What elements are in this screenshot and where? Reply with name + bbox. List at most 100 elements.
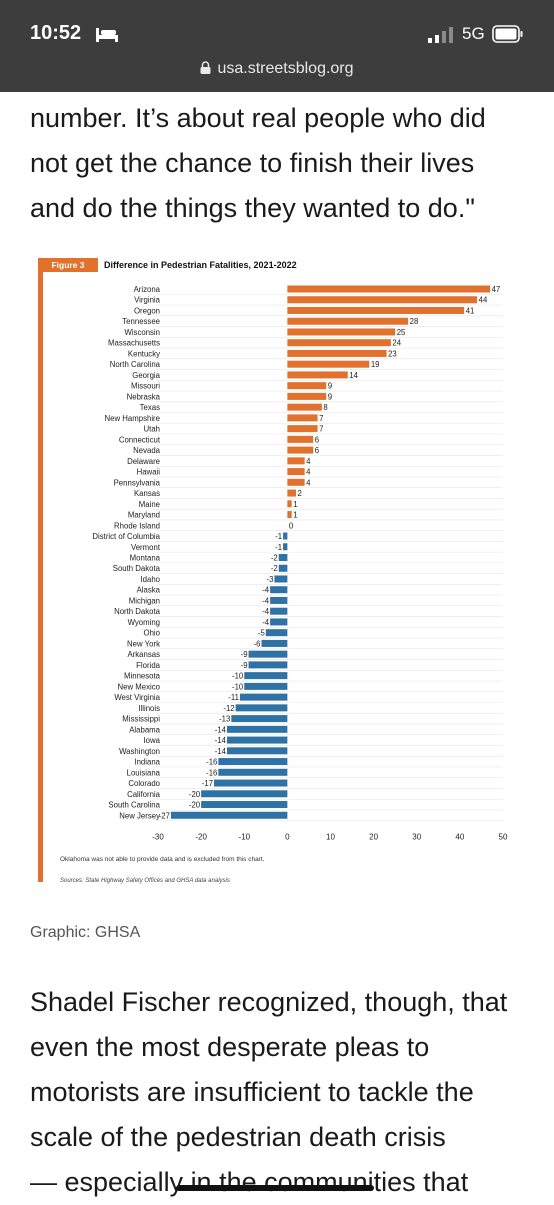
article-line: scale of the pedestrian death crisis [30, 1122, 446, 1152]
bar [248, 650, 288, 658]
category-label: Washington [119, 747, 160, 756]
data-label: 4 [306, 478, 311, 487]
category-label: Nebraska [127, 392, 161, 401]
category-label: Connecticut [119, 435, 161, 444]
bar [261, 639, 288, 647]
bar [278, 554, 288, 561]
data-label: -12 [223, 704, 234, 713]
bar [170, 811, 288, 819]
category-label: Colorado [128, 779, 160, 788]
category-label: Virginia [134, 296, 161, 305]
figure-badge: Figure 3 [38, 258, 98, 272]
data-label: 19 [371, 360, 380, 369]
bar [244, 682, 288, 690]
network-type: 5G [462, 24, 485, 43]
category-label: New Jersey [119, 811, 160, 820]
x-tick-label: 10 [326, 832, 335, 841]
category-label: California [127, 790, 161, 799]
data-label: -10 [232, 682, 244, 691]
data-label: -16 [206, 768, 217, 777]
bar [287, 425, 318, 433]
category-label: Kentucky [128, 349, 160, 358]
data-label: -2 [271, 564, 278, 573]
data-label: 44 [479, 296, 488, 305]
category-label: New York [127, 639, 160, 648]
bar [265, 629, 288, 637]
category-label: Illinois [138, 704, 160, 713]
data-label: 1 [293, 500, 297, 509]
data-label: -11 [228, 693, 239, 702]
data-label: 1 [293, 511, 297, 520]
data-label: -16 [206, 758, 217, 767]
x-tick-label: 40 [455, 832, 464, 841]
data-label: 9 [328, 382, 332, 391]
bar [283, 543, 288, 551]
data-label: -2 [271, 554, 278, 563]
data-label: 7 [319, 414, 323, 423]
article-line: Shadel Fischer recognized, though, that [30, 987, 508, 1017]
x-tick-label: 30 [412, 832, 421, 841]
category-label: Hawaii [137, 468, 161, 477]
data-label: 23 [388, 349, 397, 358]
data-label: 14 [349, 371, 358, 380]
bar [287, 392, 327, 400]
category-label: Texas [140, 403, 160, 412]
category-label: Missouri [131, 382, 160, 391]
bar [287, 457, 305, 465]
article-text-top: number. It’s about real people who did n… [30, 96, 530, 231]
data-label: -5 [258, 629, 266, 638]
data-label: -20 [189, 790, 201, 799]
bar [227, 725, 288, 733]
bar [218, 768, 288, 776]
category-label: Arkansas [127, 650, 160, 659]
category-label: Montana [130, 554, 161, 563]
bar [274, 575, 288, 583]
data-label: -4 [262, 607, 270, 616]
category-label: Kansas [134, 489, 160, 498]
figure-image[interactable]: Figure 3 Difference in Pedestrian Fatali… [28, 248, 526, 900]
data-label: 0 [289, 521, 294, 530]
article-line: not get the chance to finish their lives [30, 148, 475, 178]
data-label: -1 [275, 543, 282, 552]
bar [283, 532, 288, 540]
data-label: -4 [262, 586, 270, 595]
data-label: 2 [298, 489, 302, 498]
category-label: Alabama [129, 725, 160, 734]
category-label: Wyoming [128, 618, 160, 627]
bar [235, 704, 288, 712]
bar [278, 564, 288, 572]
data-label: -17 [202, 779, 213, 788]
bar [231, 715, 288, 723]
chart-title: Difference in Pedestrian Fatalities, 202… [104, 260, 297, 270]
article-line: and do the things they wanted to do." [30, 193, 475, 223]
bar [227, 747, 288, 755]
data-label: 28 [410, 317, 419, 326]
bar [287, 511, 292, 519]
battery-icon [492, 25, 523, 43]
data-label: -4 [262, 596, 270, 605]
bed-icon [96, 28, 118, 42]
bar [287, 468, 305, 476]
bar [287, 328, 396, 336]
image-caption: Graphic: GHSA [30, 924, 141, 941]
category-label: Michigan [129, 596, 160, 605]
bar [239, 693, 288, 701]
data-label: -9 [241, 661, 248, 670]
category-label: Ohio [144, 629, 161, 638]
bar [287, 339, 391, 347]
bar [287, 349, 387, 357]
data-label: -1 [275, 532, 282, 541]
data-label: 24 [392, 339, 401, 348]
data-label: -14 [215, 747, 227, 756]
bar [287, 489, 296, 497]
data-label: 6 [315, 446, 319, 455]
x-tick-label: -20 [195, 832, 207, 841]
data-label: -9 [241, 650, 248, 659]
article-text-bottom: Shadel Fischer recognized, though, that … [30, 980, 530, 1205]
category-label: Mississippi [122, 715, 160, 724]
signal-icon [428, 27, 453, 43]
bar [244, 672, 288, 680]
category-label: Alaska [137, 586, 161, 595]
category-label: Rhode Island [114, 521, 160, 530]
url-bar[interactable]: usa.streetsblog.org [0, 60, 554, 78]
